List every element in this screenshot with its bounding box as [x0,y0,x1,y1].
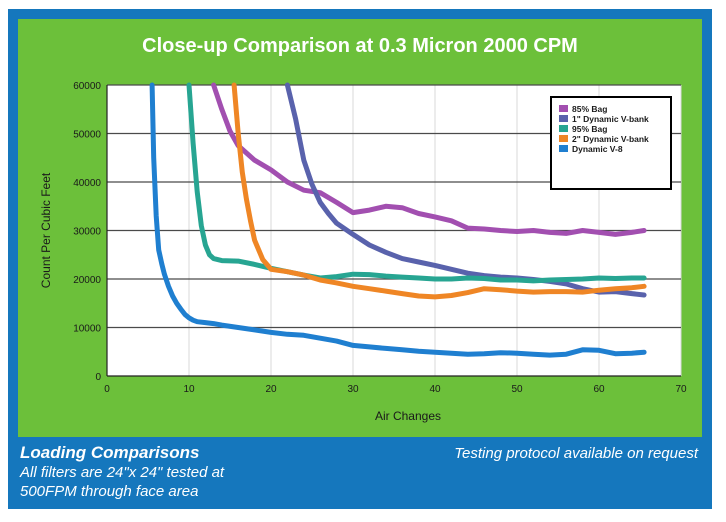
x-tick-label: 50 [511,384,523,395]
legend-swatch [559,145,568,152]
legend-label: Dynamic V-8 [572,144,623,154]
x-tick-label: 0 [104,384,110,395]
y-tick-label: 0 [95,372,101,383]
footer-heading: Loading Comparisons [20,443,200,462]
legend-label: 2" Dynamic V-bank [572,134,649,144]
x-tick-label: 20 [265,384,277,395]
footer-note-line-1: All filters are 24"x 24" tested at [20,464,225,481]
series-line [284,82,647,298]
legend-box [550,96,672,190]
y-tick-label: 10000 [73,324,101,335]
legend-swatch [559,125,568,132]
footer-note-line-2: 500FPM through face area [20,483,199,500]
chart-panel: Close-up Comparison at 0.3 Micron 2000 C… [18,19,702,437]
series-line [231,82,647,300]
legend-swatch [559,105,568,112]
y-tick-label: 20000 [73,275,101,286]
y-axis-title: Count Per Cubic Feet [39,172,53,288]
y-tick-label: 60000 [73,81,101,92]
y-tick-label: 40000 [73,178,101,189]
chart-frame: Close-up Comparison at 0.3 Micron 2000 C… [8,9,712,509]
y-tick-label: 30000 [73,227,101,238]
series-line [149,82,647,358]
legend-label: 1" Dynamic V-bank [572,114,649,124]
x-tick-label: 70 [675,384,687,395]
y-tick-label: 50000 [73,130,101,141]
chart-title: Close-up Comparison at 0.3 Micron 2000 C… [142,35,578,57]
x-tick-label: 60 [593,384,605,395]
series-line [186,82,647,284]
legend-swatch [559,135,568,142]
x-axis-title: Air Changes [375,409,441,423]
series-line [211,82,647,237]
legend-label: 95% Bag [572,124,607,134]
legend-swatch [559,115,568,122]
x-tick-label: 10 [183,384,195,395]
x-tick-label: 40 [429,384,441,395]
x-tick-label: 30 [347,384,359,395]
plot-area: 0 10000 20000 30000 40000 50000 60000 0 10 20 30 40… [39,81,687,423]
legend-label: 85% Bag [572,104,607,114]
footer-protocol-note: Testing protocol available on request [454,445,698,462]
